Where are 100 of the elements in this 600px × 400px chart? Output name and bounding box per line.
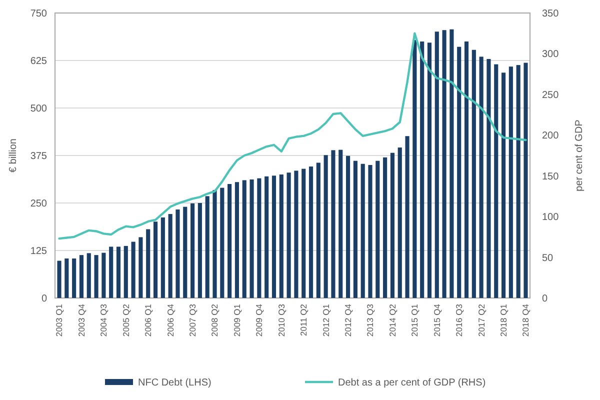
x-tick-label: 2016 Q3	[454, 304, 464, 337]
x-tick-label: 2003 Q4	[76, 304, 86, 337]
bar	[457, 46, 462, 298]
x-tick-label: 2017 Q2	[476, 304, 486, 337]
bar	[450, 29, 454, 298]
bar	[138, 237, 143, 298]
bar	[338, 150, 343, 298]
y2-axis-title: per cent of GDP	[574, 119, 585, 192]
bar	[102, 252, 106, 298]
bar	[383, 157, 388, 298]
y-tick-label: 750	[30, 8, 48, 20]
bar	[176, 209, 180, 298]
bar	[168, 214, 172, 298]
bar	[116, 246, 121, 298]
bar	[279, 174, 284, 298]
bar	[412, 40, 417, 298]
bar	[228, 184, 232, 298]
x-tick-label: 2015 Q4	[432, 304, 442, 337]
x-tick-label: 2013 Q3	[365, 304, 376, 337]
bar	[390, 152, 394, 298]
bar	[257, 178, 262, 298]
bar	[109, 246, 114, 298]
y-tick-label: 0	[41, 294, 48, 304]
bar	[434, 32, 439, 298]
bar	[183, 206, 188, 298]
bar	[198, 203, 202, 298]
bar	[472, 50, 476, 298]
x-tick-label: 2006 Q4	[165, 304, 176, 337]
bar	[316, 162, 320, 298]
bar	[79, 255, 84, 298]
bar	[250, 179, 254, 298]
x-tick-label: 2005 Q2	[120, 304, 131, 337]
y-tick-label: 125	[30, 246, 48, 257]
y-tick-label: 250	[30, 198, 48, 210]
x-tick-label: 2009 Q1	[232, 304, 242, 337]
bar	[308, 166, 314, 298]
bar	[353, 160, 358, 298]
bar	[124, 246, 128, 298]
bar	[324, 155, 328, 298]
bar	[464, 42, 469, 298]
bar	[516, 65, 520, 298]
bar	[72, 258, 76, 298]
bar	[405, 136, 410, 298]
bar	[234, 182, 239, 298]
x-tick-label: 2012 Q1	[320, 304, 331, 337]
bar	[398, 148, 402, 298]
y2-tick-label: 300	[542, 49, 560, 60]
bar	[346, 156, 350, 298]
x-tick-label: 2006 Q1	[143, 304, 154, 337]
bar	[479, 56, 484, 298]
x-tick-label: 2015 Q1	[410, 304, 420, 337]
y2-tick-label: 200	[542, 130, 560, 142]
x-tick-label: 2009 Q4	[254, 304, 264, 337]
bar	[486, 58, 491, 298]
bar	[376, 160, 380, 298]
y-tick-label: 375	[30, 151, 48, 162]
x-tick-label: 2007 Q3	[188, 304, 198, 337]
y-axis-title: € billion	[8, 138, 19, 172]
bar	[360, 164, 365, 298]
bar	[146, 229, 150, 298]
bar	[160, 217, 165, 298]
bar	[242, 180, 246, 298]
legend-label: Debt as a per cent of GDP (RHS)	[338, 378, 486, 388]
x-tick-label: 2011 Q2	[298, 304, 309, 336]
x-tick-label: 2004 Q3	[98, 304, 109, 337]
bar	[264, 176, 269, 298]
bar	[86, 253, 91, 298]
bar	[427, 42, 432, 298]
bar	[442, 30, 446, 298]
bar	[212, 190, 217, 298]
bar	[508, 66, 513, 298]
bar	[302, 168, 306, 298]
x-tick-label: 2003 Q1	[54, 304, 64, 337]
line-series	[58, 32, 527, 240]
y2-tick-label: 150	[542, 171, 560, 182]
y-tick-label: 625	[30, 56, 48, 67]
bar	[501, 72, 506, 298]
bar	[64, 258, 69, 298]
x-tick-label: 2012 Q4	[343, 304, 354, 337]
bar	[220, 188, 224, 298]
bar	[420, 42, 424, 298]
y2-tick-label: 50	[542, 252, 554, 264]
bar	[294, 170, 298, 298]
bar	[94, 255, 98, 298]
bar	[368, 165, 372, 298]
bar	[205, 196, 210, 298]
bar	[57, 260, 62, 298]
x-tick-label: 2014 Q2	[387, 304, 398, 337]
y2-tick-label: 250	[542, 90, 560, 101]
bar	[494, 64, 498, 298]
x-tick-label: 2010 Q3	[276, 304, 286, 337]
bar	[286, 172, 291, 298]
bar	[331, 150, 336, 298]
y2-tick-label: 0	[542, 294, 548, 304]
bar	[190, 203, 195, 298]
x-tick-label: 2018 Q4	[520, 304, 531, 337]
bar	[131, 242, 136, 298]
bar	[524, 62, 528, 298]
y2-tick-label: 100	[542, 212, 560, 224]
y2-tick-label: 350	[542, 8, 560, 20]
